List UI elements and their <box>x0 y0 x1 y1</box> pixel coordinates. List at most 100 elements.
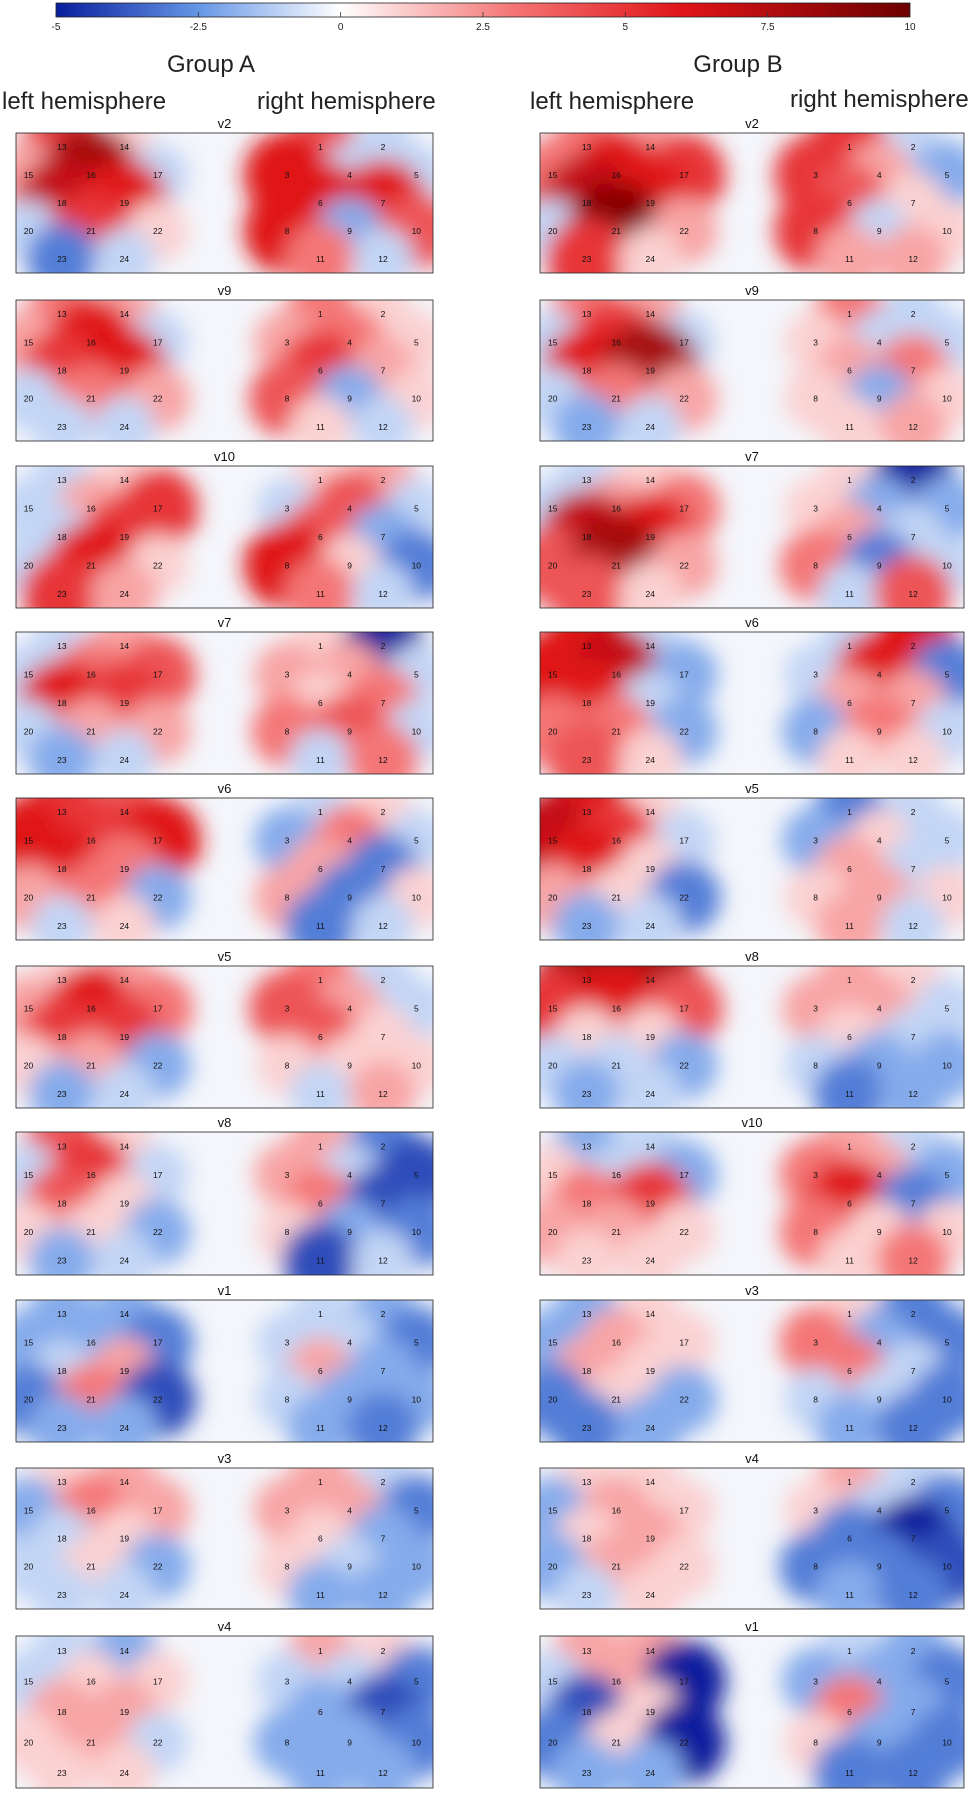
channel-label: 13 <box>57 641 67 651</box>
channel-label: 7 <box>381 1199 386 1209</box>
channel-label: 2 <box>911 1646 916 1656</box>
channel-label: 5 <box>945 836 950 846</box>
channel-label: 16 <box>86 1170 96 1180</box>
channel-label: 18 <box>582 864 592 874</box>
channel-label: 9 <box>347 560 352 570</box>
channel-label: 10 <box>412 1394 422 1404</box>
channel-label: 9 <box>877 394 882 404</box>
channel-label: 6 <box>847 366 852 376</box>
channel-label: 5 <box>414 1338 419 1348</box>
channel-label: 20 <box>24 1562 34 1572</box>
channel-label: 6 <box>318 1707 323 1717</box>
channel-label: 23 <box>582 1256 592 1266</box>
channel-label: 4 <box>877 1004 882 1014</box>
channel-label: 1 <box>318 475 323 485</box>
panel-border <box>15 1131 434 1276</box>
channel-label: 14 <box>646 142 656 152</box>
channel-value-blob <box>815 225 884 273</box>
channel-label: 17 <box>679 836 689 846</box>
channel-label: 17 <box>153 170 163 180</box>
channel-label: 11 <box>845 1423 854 1433</box>
channel-label: 22 <box>679 1562 689 1572</box>
channel-label: 8 <box>285 1737 290 1747</box>
channel-label: 21 <box>612 1060 622 1070</box>
channel-label: 9 <box>347 1227 352 1237</box>
colorbar: -5 -2.5 0 2.5 5 7.5 10 <box>52 2 916 33</box>
channel-label: 4 <box>347 337 352 347</box>
channel-label: 23 <box>57 1768 67 1778</box>
channel-label: 18 <box>582 1032 592 1042</box>
channel-label: 21 <box>86 726 96 736</box>
panel-border <box>15 465 434 609</box>
channel-label: 4 <box>347 1004 352 1014</box>
channel-label: 20 <box>24 1227 34 1237</box>
channel-label: 11 <box>845 1089 854 1099</box>
channel-label: 8 <box>813 1060 818 1070</box>
channel-label: 11 <box>316 422 325 432</box>
channel-label: 8 <box>285 1227 290 1237</box>
channel-label: 22 <box>153 560 163 570</box>
channel-label: 17 <box>679 1338 689 1348</box>
channel-value-blob <box>347 723 419 774</box>
channel-label: 22 <box>153 1060 163 1070</box>
channel-label: 15 <box>548 170 558 180</box>
channel-label: 9 <box>347 226 352 236</box>
channel-label: 16 <box>612 1004 622 1014</box>
channel-label: 3 <box>285 1338 290 1348</box>
channel-label: 7 <box>911 198 916 208</box>
channel-label: 11 <box>316 1256 325 1266</box>
channel-value-blob <box>93 1229 156 1275</box>
channel-label: 13 <box>582 142 592 152</box>
channel-label: 16 <box>86 337 96 347</box>
channel-label: 14 <box>646 1477 656 1487</box>
channel-label: 20 <box>548 1227 558 1237</box>
channel-label: 14 <box>646 475 656 485</box>
channel-label: 17 <box>679 1170 689 1180</box>
channel-value-blob <box>879 1059 948 1108</box>
channel-value-blob <box>818 728 881 774</box>
channel-label: 19 <box>120 1366 130 1376</box>
channel-label: 9 <box>347 1737 352 1747</box>
channel-label: 1 <box>318 1309 323 1319</box>
channel-label: 4 <box>877 1677 882 1687</box>
channel-label: 17 <box>153 1004 163 1014</box>
channel-label: 7 <box>911 1534 916 1544</box>
channel-label: 3 <box>813 1170 818 1180</box>
channel-label: 24 <box>646 921 656 931</box>
channel-label: 16 <box>612 170 622 180</box>
channel-value-blob <box>547 554 626 608</box>
channel-label: 21 <box>612 1562 622 1572</box>
channel-label: 12 <box>378 1590 388 1600</box>
channel-label: 10 <box>412 226 422 236</box>
panel-border <box>15 1467 434 1610</box>
channel-label: 24 <box>120 1768 130 1778</box>
channel-label: 17 <box>153 1677 163 1687</box>
panel-title: v2 <box>218 116 232 131</box>
channel-label: 10 <box>412 892 422 902</box>
channel-label: 7 <box>911 366 916 376</box>
channel-label: 14 <box>120 1141 130 1151</box>
channel-label: 6 <box>318 198 323 208</box>
channel-label: 13 <box>582 975 592 985</box>
channel-label: 6 <box>847 1366 852 1376</box>
channel-label: 16 <box>612 670 622 680</box>
channel-value-blob <box>93 728 156 774</box>
channel-label: 13 <box>582 1309 592 1319</box>
channel-label: 24 <box>120 422 130 432</box>
channel-value-blob <box>550 1391 624 1442</box>
channel-label: 14 <box>120 1477 130 1487</box>
channel-value-blob <box>93 1564 156 1609</box>
channel-value-blob <box>812 1057 887 1108</box>
channel-label: 7 <box>381 198 386 208</box>
channel-label: 20 <box>548 226 558 236</box>
channel-label: 24 <box>120 1590 130 1600</box>
channel-label: 1 <box>318 309 323 319</box>
channel-value-blob <box>815 1393 884 1442</box>
channel-label: 2 <box>911 807 916 817</box>
channel-label: 16 <box>612 1677 622 1687</box>
channel-label: 6 <box>318 1199 323 1209</box>
channel-label: 3 <box>285 1170 290 1180</box>
channel-label: 12 <box>908 921 918 931</box>
panel-title: v4 <box>218 1619 232 1634</box>
